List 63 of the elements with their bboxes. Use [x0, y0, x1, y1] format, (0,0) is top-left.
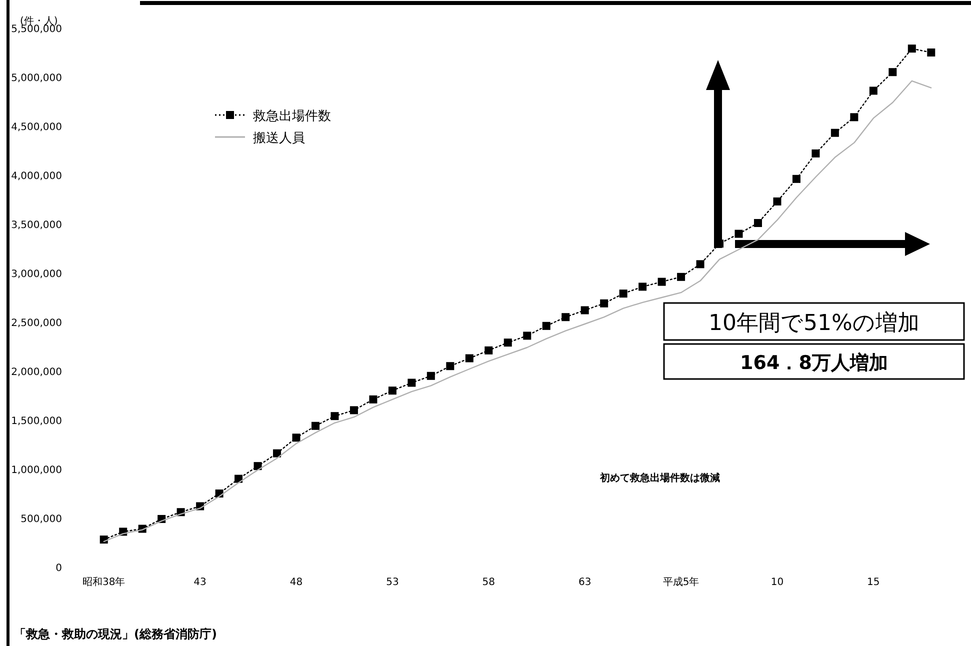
x-tick-label: 15 [867, 577, 880, 588]
legend-label: 搬送人員 [253, 131, 305, 146]
x-tick-label: 平成5年 [662, 576, 700, 588]
point [292, 434, 300, 442]
point [812, 149, 820, 158]
point [369, 395, 378, 404]
y-tick-label: 1,000,000 [11, 465, 62, 476]
y-tick-label: 5,000,000 [11, 73, 62, 84]
point [273, 449, 282, 458]
annotation: 164．8万人増加 [740, 352, 888, 374]
point [888, 68, 897, 76]
point [562, 313, 570, 322]
point [408, 378, 416, 387]
point [311, 422, 320, 430]
point [734, 230, 743, 238]
point [696, 260, 704, 268]
point [523, 332, 532, 340]
point [830, 128, 839, 137]
point [638, 282, 647, 291]
annotation: 初めて救急出場件数は微減 [599, 472, 720, 484]
y-tick-label: 1,500,000 [11, 416, 62, 427]
x-tick-label: 10 [770, 577, 784, 588]
point [773, 197, 782, 206]
point [619, 290, 628, 298]
point [100, 536, 108, 544]
point [677, 272, 686, 281]
x-tick-label: 48 [290, 577, 303, 588]
point [484, 346, 493, 354]
x-tick-label: 43 [194, 577, 206, 588]
point [446, 362, 454, 370]
text: 「救急・救助の現況」(総務省消防庁) [14, 627, 217, 641]
point [850, 113, 858, 122]
y-tick-label: 3,000,000 [11, 269, 62, 280]
y-tick-label: 0 [56, 563, 62, 574]
point [542, 322, 550, 330]
x-tick-label: 昭和38年 [82, 576, 126, 588]
point [254, 462, 262, 470]
y-tick-label: 5,500,000 [11, 24, 62, 35]
y-tick-label: 2,500,000 [11, 318, 62, 329]
point [330, 412, 339, 420]
point [388, 386, 396, 395]
y-tick-label: 4,500,000 [11, 122, 62, 133]
x-tick-label: 53 [386, 577, 399, 588]
point [658, 278, 666, 286]
x-tick-label: 63 [578, 577, 592, 588]
point [426, 372, 435, 380]
x-tick-label: 58 [482, 577, 496, 588]
legend-label: 救急出場件数 [252, 109, 331, 124]
point [792, 174, 800, 183]
y-tick-label: 500,000 [20, 514, 62, 525]
point [580, 306, 589, 314]
point [869, 86, 878, 95]
point [504, 338, 512, 347]
point [754, 219, 762, 228]
point [465, 354, 474, 362]
point [908, 44, 916, 53]
y-tick-label: 2,000,000 [11, 367, 62, 378]
point [600, 299, 608, 308]
point [927, 48, 936, 56]
y-tick-label: 3,500,000 [11, 220, 62, 231]
annotation: 10年間で51%の増加 [708, 311, 920, 336]
point [350, 406, 358, 414]
y-tick-label: 4,000,000 [11, 171, 62, 182]
